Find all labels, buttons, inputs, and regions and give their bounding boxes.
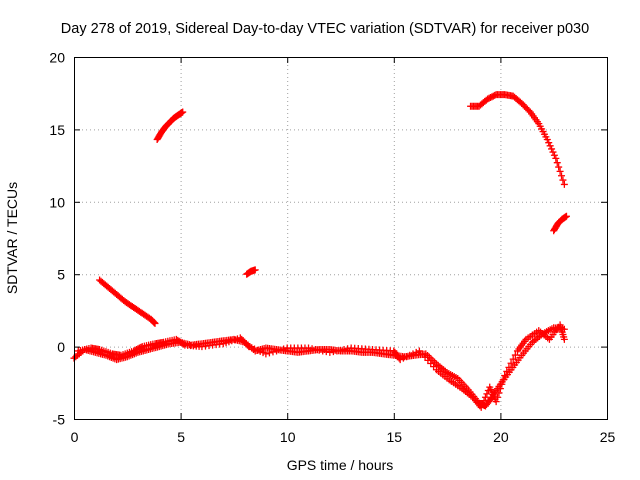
data-point — [276, 346, 284, 354]
series-rising-arc-early — [153, 108, 187, 144]
data-point — [329, 348, 337, 356]
axis-ticks: 0 5 10 15 20 25 -5 0 5 10 15 20 — [49, 50, 615, 446]
series-short-arc-8h — [243, 266, 259, 278]
data-point — [337, 346, 344, 354]
data-point — [481, 393, 489, 401]
data-point — [262, 350, 270, 358]
data-point — [507, 359, 515, 367]
x-tick-label: 0 — [71, 429, 79, 445]
data-point — [319, 347, 327, 355]
data-point — [179, 340, 187, 348]
data-point — [552, 154, 560, 162]
series-short-arc-late — [550, 212, 570, 235]
data-point — [499, 376, 507, 384]
data-point — [269, 348, 277, 356]
data-point — [333, 347, 341, 355]
data-point — [312, 345, 320, 353]
plot-frame — [74, 57, 608, 420]
data-point — [553, 159, 561, 167]
data-point — [494, 393, 502, 401]
data-point — [243, 341, 251, 349]
data-point — [396, 356, 404, 364]
data-point — [511, 351, 519, 359]
data-point — [150, 319, 158, 327]
series-descending-arc-early — [96, 276, 159, 327]
data-point — [556, 167, 564, 175]
data-point — [543, 136, 551, 144]
data-point — [555, 163, 563, 171]
data-point — [505, 363, 513, 371]
y-tick-label: 10 — [49, 194, 65, 210]
data-point — [280, 345, 288, 353]
data-point — [559, 176, 567, 184]
y-axis-label: SDTVAR / TECUs — [4, 182, 20, 294]
y-tick-label: 20 — [49, 50, 65, 66]
data-point — [546, 142, 554, 150]
data-point — [483, 390, 491, 398]
data-point — [409, 350, 417, 358]
data-point — [560, 335, 568, 343]
data-point — [344, 345, 352, 353]
data-point — [273, 347, 281, 355]
data-point — [548, 145, 556, 153]
data-point — [431, 358, 439, 366]
x-axis-label: GPS time / hours — [287, 457, 394, 473]
data-point — [179, 108, 187, 116]
data-point — [501, 372, 509, 380]
data-point — [340, 345, 348, 353]
data-point — [399, 354, 407, 362]
x-tick-label: 15 — [387, 429, 403, 445]
y-tick-label: 0 — [57, 339, 65, 355]
data-point — [322, 348, 330, 356]
data-point — [315, 346, 323, 354]
data-point — [549, 148, 557, 156]
data-point — [326, 348, 334, 356]
y-tick-label: -5 — [53, 412, 66, 428]
x-tick-label: 20 — [493, 429, 509, 445]
data-point — [492, 398, 500, 406]
data-point — [406, 351, 414, 359]
data-point — [560, 180, 568, 188]
x-tick-label: 5 — [177, 429, 185, 445]
data-point — [477, 403, 485, 411]
data-point — [509, 355, 517, 363]
data-point — [265, 349, 273, 357]
data-point — [562, 212, 570, 220]
data-point — [558, 172, 566, 180]
x-tick-label: 10 — [280, 429, 296, 445]
data-point — [480, 397, 488, 405]
data-point — [251, 266, 259, 274]
data-point — [151, 319, 159, 327]
y-tick-label: 15 — [49, 122, 65, 138]
data-point — [545, 139, 553, 147]
data-point — [305, 344, 313, 352]
data-point — [479, 400, 487, 408]
data-point — [503, 367, 511, 375]
chart-title: Day 278 of 2019, Sidereal Day-to-day VTE… — [61, 21, 589, 37]
data-point — [137, 343, 145, 351]
y-tick-label: 5 — [57, 267, 65, 283]
series-baseline-band-b — [74, 321, 568, 411]
data-point — [498, 380, 506, 388]
x-tick-label: 25 — [600, 429, 616, 445]
series-high-arc-late — [467, 91, 568, 188]
data-point — [308, 345, 316, 353]
data-point — [403, 353, 411, 361]
data-point — [495, 389, 503, 397]
data-points — [70, 91, 570, 411]
data-point — [412, 348, 420, 356]
data-point — [150, 318, 158, 326]
data-point — [496, 385, 504, 393]
data-point — [550, 151, 558, 159]
